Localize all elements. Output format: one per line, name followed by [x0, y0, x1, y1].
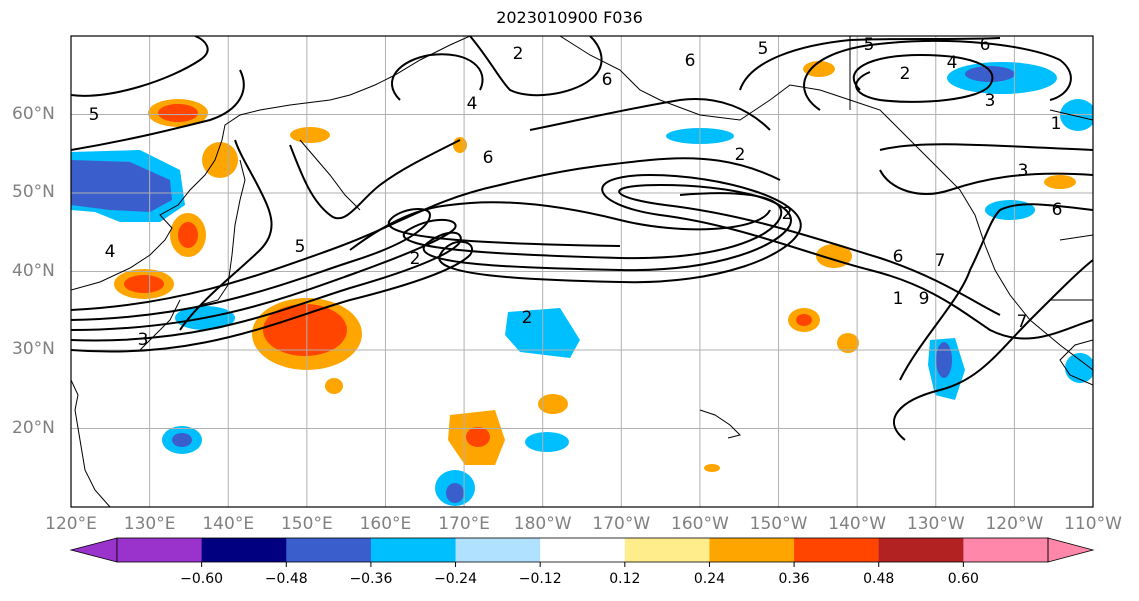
- colorbar-segment: [963, 538, 1049, 562]
- lon-tick-label: 170°E: [438, 514, 490, 534]
- contour-label: 2: [735, 145, 746, 165]
- contour-label: 5: [89, 105, 100, 125]
- lat-tick-label: 30°N: [12, 339, 55, 359]
- lon-tick-label: 170°W: [592, 514, 651, 534]
- lon-tick-label: 160°W: [671, 514, 729, 534]
- colorbar-segment: [540, 538, 626, 562]
- lon-tick-label: 120°W: [985, 514, 1044, 534]
- contour-label: 7: [935, 251, 946, 271]
- contour-label: 4: [467, 94, 478, 114]
- lon-tick-label: 160°E: [359, 514, 412, 534]
- positive-anomaly-patch-japan-sea: [114, 142, 238, 299]
- colorbar-tick-label: 0.24: [693, 571, 726, 587]
- colorbar-tick-label: 0.12: [609, 571, 641, 587]
- colorbar-tick-label: 0.36: [778, 571, 810, 587]
- positive-anomaly-patch-okhotsk: [148, 99, 208, 127]
- lon-tick-label: 140°W: [828, 514, 887, 534]
- lat-tick-label: 40°N: [12, 260, 55, 281]
- contour-label: 3: [985, 91, 996, 111]
- contour-label: 6: [685, 51, 696, 71]
- negative-anomaly-patch-central-pacific: [162, 306, 580, 506]
- lon-tick-label: 130°E: [123, 514, 176, 534]
- colorbar-segment: [794, 538, 880, 562]
- lon-tick-label: 150°W: [749, 514, 808, 534]
- lon-tick-label: 180°W: [513, 514, 572, 534]
- lon-tick-label: 120°E: [45, 514, 97, 534]
- lon-tick-label: 150°E: [280, 514, 333, 534]
- coastlines: [71, 36, 1093, 507]
- colorbar-segment: [286, 538, 372, 562]
- contour-label: 6: [980, 35, 991, 55]
- colorbar-tick-label: −0.36: [349, 571, 393, 587]
- colorbar-tick-label: 0.60: [947, 571, 979, 587]
- colorbar: [69, 537, 1095, 567]
- lon-tick-label: 110°W: [1064, 514, 1122, 534]
- contour-label: 7: [1017, 312, 1028, 332]
- contour-label: 2: [522, 308, 533, 328]
- contour-label: 4: [947, 53, 958, 73]
- contour-label: 2: [900, 64, 911, 84]
- colorbar-extend-low: [69, 537, 118, 563]
- graticule: [70, 36, 1094, 507]
- contour-label: 2: [782, 204, 793, 224]
- negative-anomaly-patch-siberia: [71, 150, 185, 222]
- contour-label: 6: [1052, 200, 1063, 220]
- colorbar-extend-high: [1047, 537, 1095, 563]
- lat-tick-label: 60°N: [12, 103, 55, 124]
- colorbar-tick-label: −0.48: [264, 571, 308, 587]
- lon-tick-label: 140°E: [202, 514, 255, 534]
- contour-label: 9: [919, 289, 930, 309]
- negative-anomaly-patch-east-pacific: [666, 62, 1093, 400]
- colorbar-segment: [117, 538, 203, 562]
- colorbar-segment: [878, 538, 964, 562]
- contour-label: 5: [864, 35, 875, 55]
- lat-tick-label: 50°N: [12, 182, 55, 202]
- contour-label: 5: [295, 237, 306, 257]
- contour-label: 2: [513, 44, 524, 64]
- colorbar-tick-label: −0.24: [434, 571, 477, 587]
- colorbar-segment: [455, 538, 541, 562]
- contour-label: 3: [1018, 161, 1029, 181]
- contour-label: 1: [893, 289, 904, 309]
- colorbar-tick-label: 0.48: [863, 571, 895, 587]
- contour-label: 4: [105, 242, 116, 262]
- contour-label: 6: [483, 148, 494, 168]
- contour-label: 6: [893, 247, 904, 267]
- lon-tick-label: 130°W: [906, 514, 965, 534]
- colorbar-segment: [709, 538, 795, 562]
- colorbar-segment: [201, 538, 287, 562]
- contour-label: 6: [602, 70, 613, 90]
- colorbar-segment: [624, 538, 710, 562]
- colorbar-tick-label: −0.12: [518, 571, 562, 587]
- map-frame: [70, 35, 1094, 508]
- contour-labels: 2 6 5 4 2 4 3 5 6 5 6 1 6 2 2 3 6 4 3 2 9 6 1 2 7 7 5: [89, 35, 1063, 350]
- height-contours: [71, 36, 1093, 441]
- map-title: 2023010900 F036: [496, 8, 643, 27]
- contour-label: 1: [1051, 114, 1062, 134]
- contour-label: 5: [758, 39, 769, 59]
- colorbar-tick-label: −0.60: [180, 571, 224, 587]
- contour-label: 2: [410, 249, 421, 269]
- colorbar-segment: [370, 538, 457, 562]
- contour-label: 3: [138, 330, 149, 350]
- lat-tick-label: 20°N: [12, 417, 55, 438]
